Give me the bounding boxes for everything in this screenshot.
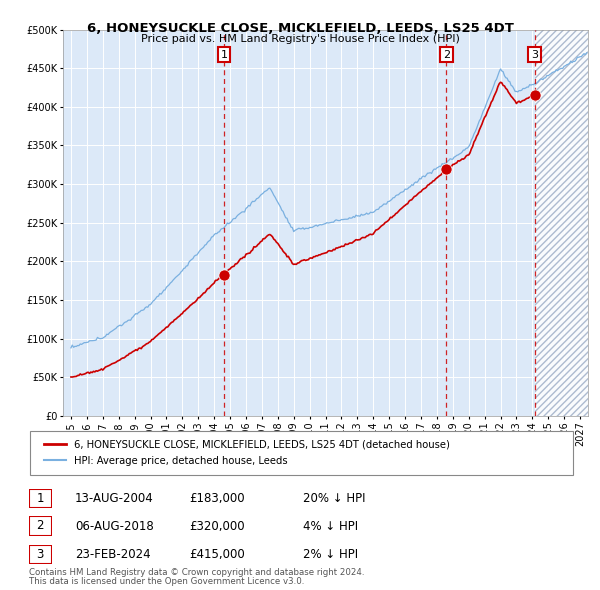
Legend: 6, HONEYSUCKLE CLOSE, MICKLEFIELD, LEEDS, LS25 4DT (detached house), HPI: Averag: 6, HONEYSUCKLE CLOSE, MICKLEFIELD, LEEDS… <box>40 436 454 470</box>
Text: 2% ↓ HPI: 2% ↓ HPI <box>303 548 358 561</box>
Text: Contains HM Land Registry data © Crown copyright and database right 2024.: Contains HM Land Registry data © Crown c… <box>29 568 364 577</box>
FancyBboxPatch shape <box>29 516 52 536</box>
Text: 2: 2 <box>443 50 450 60</box>
Bar <box>535 30 588 416</box>
FancyBboxPatch shape <box>29 545 52 564</box>
Text: This data is licensed under the Open Government Licence v3.0.: This data is licensed under the Open Gov… <box>29 577 304 586</box>
Text: 23-FEB-2024: 23-FEB-2024 <box>75 548 151 561</box>
Text: 1: 1 <box>220 50 227 60</box>
Text: 06-AUG-2018: 06-AUG-2018 <box>75 520 154 533</box>
Text: 2: 2 <box>37 519 44 533</box>
Text: 13-AUG-2004: 13-AUG-2004 <box>75 492 154 505</box>
Text: £320,000: £320,000 <box>189 520 245 533</box>
Text: 3: 3 <box>531 50 538 60</box>
Text: £183,000: £183,000 <box>189 492 245 505</box>
Text: Price paid vs. HM Land Registry's House Price Index (HPI): Price paid vs. HM Land Registry's House … <box>140 34 460 44</box>
Text: £415,000: £415,000 <box>189 548 245 561</box>
FancyBboxPatch shape <box>30 431 573 475</box>
Text: 6, HONEYSUCKLE CLOSE, MICKLEFIELD, LEEDS, LS25 4DT: 6, HONEYSUCKLE CLOSE, MICKLEFIELD, LEEDS… <box>86 22 514 35</box>
Text: 3: 3 <box>37 548 44 561</box>
Text: 4% ↓ HPI: 4% ↓ HPI <box>303 520 358 533</box>
Text: 1: 1 <box>37 491 44 505</box>
FancyBboxPatch shape <box>29 489 52 508</box>
Text: 20% ↓ HPI: 20% ↓ HPI <box>303 492 365 505</box>
